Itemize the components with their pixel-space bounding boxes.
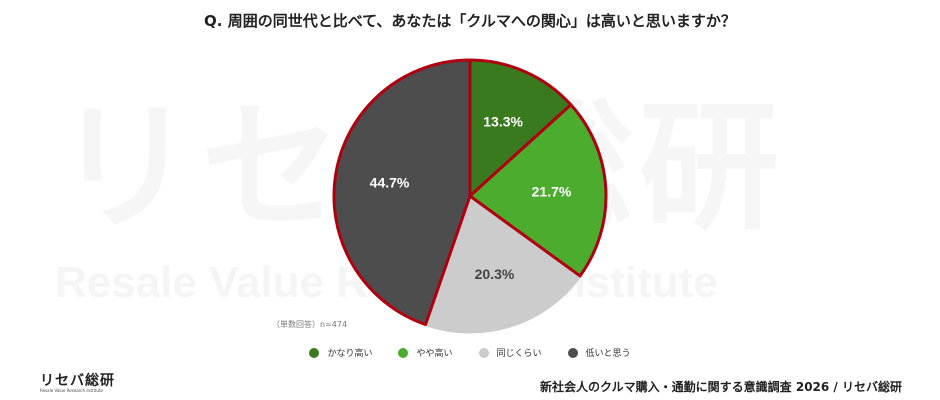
legend-item: かなり高い — [309, 346, 372, 359]
legend-dot-icon — [567, 347, 578, 358]
legend-dot-icon — [478, 347, 489, 358]
legend-item: やや高い — [398, 346, 453, 359]
legend-label: 低いと思う — [585, 349, 631, 359]
legend-dot-icon — [398, 347, 409, 358]
brand-logo: リセバ総研 Resale Value Research Institute — [40, 370, 115, 393]
pie-slice — [468, 58, 573, 198]
pie-slice — [468, 103, 608, 278]
pie-slice — [332, 58, 472, 327]
legend-item: 同じくらい — [478, 346, 542, 359]
legend-label: 同じくらい — [496, 349, 542, 359]
pie-slice — [424, 194, 582, 334]
chart-title: Q. 周囲の同世代と比べて、あなたは「クルマへの関心」は高いと思いますか？ — [204, 12, 736, 30]
legend-dot-icon — [309, 347, 320, 358]
slice-label: 44.7% — [370, 174, 410, 190]
legend-label: かなり高い — [327, 349, 373, 359]
logo-text: リセバ総研 — [40, 373, 115, 389]
logo-subtext: Resale Value Research Institute — [40, 388, 103, 393]
legend-item: 低いと思う — [567, 346, 631, 359]
sample-note: （単数回答）n=474 — [272, 320, 348, 329]
slice-label: 20.3% — [475, 266, 515, 282]
legend-label: やや高い — [416, 349, 453, 359]
legend: かなり高い やや高い 同じくらい 低いと思う — [0, 346, 940, 359]
source-caption: 新社会人のクルマ購入・通勤に関する意識調査 2026 / リセバ総研 — [540, 380, 902, 394]
slice-label: 21.7% — [532, 184, 572, 200]
slice-label: 13.3% — [483, 113, 523, 129]
